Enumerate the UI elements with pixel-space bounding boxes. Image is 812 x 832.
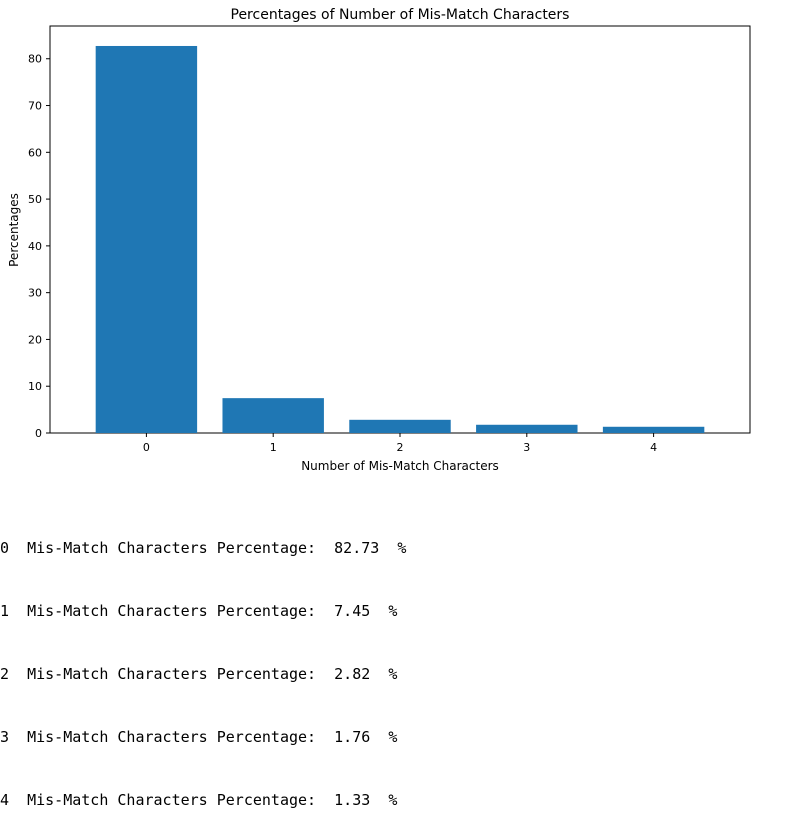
y-tick-label: 60 xyxy=(28,146,42,159)
y-tick-label: 0 xyxy=(35,427,42,440)
output-line: 0 Mis-Match Characters Percentage: 82.73… xyxy=(0,539,407,557)
bar-chart: Percentages of Number of Mis-Match Chara… xyxy=(7,7,751,473)
x-tick-label: 0 xyxy=(143,441,150,454)
y-tick-label: 10 xyxy=(28,380,42,393)
y-tick-label: 30 xyxy=(28,287,42,300)
console-output: 0 Mis-Match Characters Percentage: 82.73… xyxy=(0,496,406,832)
output-line: 3 Mis-Match Characters Percentage: 1.76 … xyxy=(0,728,398,746)
bar-3 xyxy=(476,424,578,433)
bar-1 xyxy=(222,398,324,433)
y-tick-label: 20 xyxy=(28,333,42,346)
y-tick-label: 80 xyxy=(28,53,42,66)
output-line: 4 Mis-Match Characters Percentage: 1.33 … xyxy=(0,791,398,809)
y-axis-label: Percentages xyxy=(7,193,21,267)
bar-4 xyxy=(602,426,705,433)
y-tick-label: 40 xyxy=(28,240,42,253)
bar-2 xyxy=(349,419,451,433)
x-tick-label: 1 xyxy=(270,441,277,454)
y-tick-label: 50 xyxy=(28,193,42,206)
output-line: 2 Mis-Match Characters Percentage: 2.82 … xyxy=(0,665,398,683)
y-tick-label: 70 xyxy=(28,100,42,113)
x-axis-label: Number of Mis-Match Characters xyxy=(301,459,499,473)
x-tick-label: 2 xyxy=(397,441,404,454)
output-line: 1 Mis-Match Characters Percentage: 7.45 … xyxy=(0,602,398,620)
bar-0 xyxy=(95,45,198,434)
chart-title: Percentages of Number of Mis-Match Chara… xyxy=(231,7,570,23)
x-tick-label: 3 xyxy=(523,441,530,454)
x-tick-label: 4 xyxy=(650,441,657,454)
